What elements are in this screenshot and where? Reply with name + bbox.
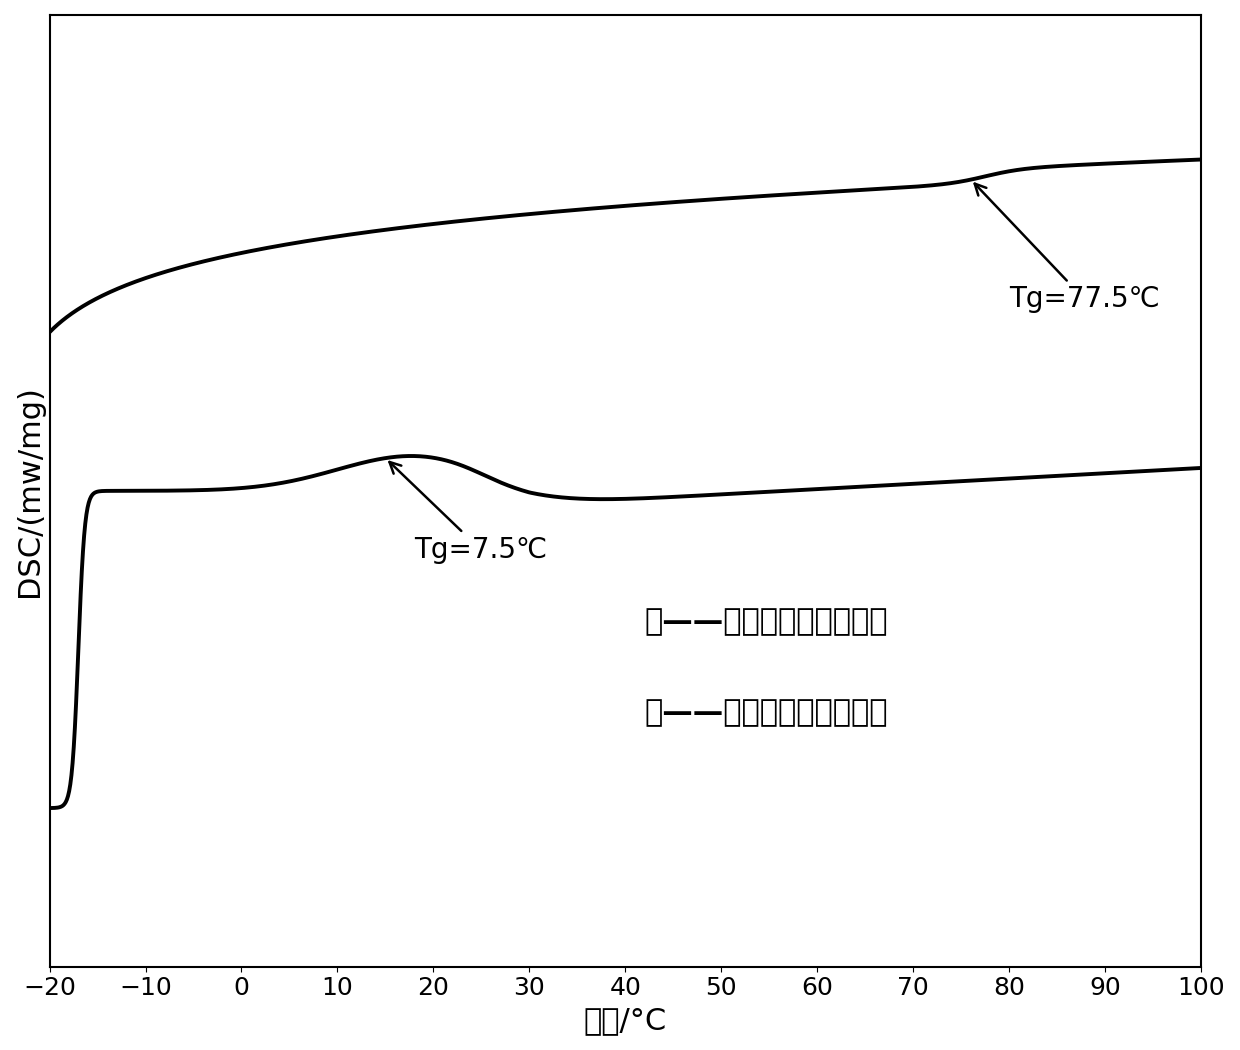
Text: 下——壳层丙烯酸酯共聚物: 下——壳层丙烯酸酯共聚物 [645,698,888,728]
Text: 上——核层丙烯酸酯共聚物: 上——核层丙烯酸酯共聚物 [645,607,888,636]
Text: Tg=77.5℃: Tg=77.5℃ [975,184,1159,313]
Y-axis label: DSC/(mw/mg): DSC/(mw/mg) [15,385,43,596]
X-axis label: 温度/°C: 温度/°C [584,1006,667,1035]
Text: Tg=7.5℃: Tg=7.5℃ [389,462,547,564]
